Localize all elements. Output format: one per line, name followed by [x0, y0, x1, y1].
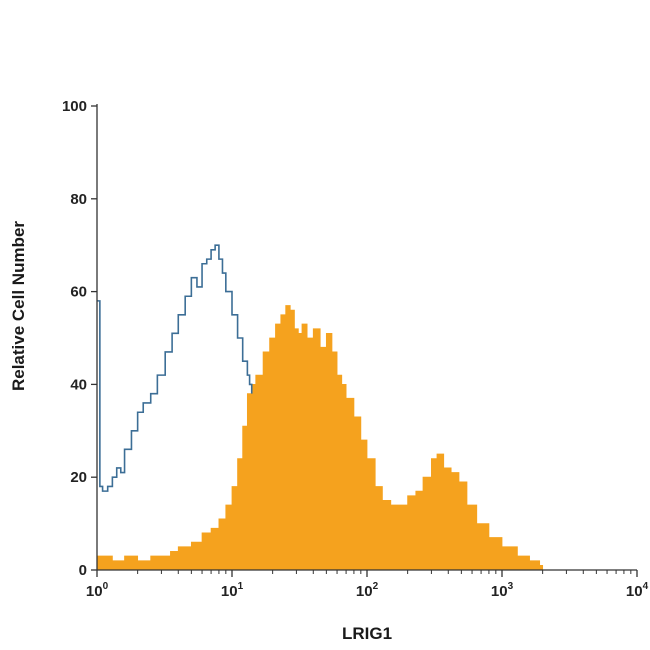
y-axis-title: Relative Cell Number — [9, 221, 28, 391]
y-tick-label: 0 — [79, 562, 87, 579]
x-tick-label: 103 — [491, 581, 514, 600]
y-tick-label: 40 — [70, 376, 87, 393]
x-tick-label: 104 — [626, 581, 649, 600]
x-axis-title: LRIG1 — [342, 624, 392, 643]
y-tick-label: 60 — [70, 284, 87, 301]
x-tick-label: 101 — [221, 581, 244, 600]
lrig1-stained-histogram — [96, 305, 544, 571]
plot-area — [96, 244, 544, 571]
y-tick-label: 20 — [70, 469, 87, 486]
x-tick-label: 102 — [356, 581, 379, 600]
y-tick-label: 80 — [70, 191, 87, 208]
y-tick-label: 100 — [62, 98, 87, 115]
axes: 0 20 40 60 80 100 100 101 102 103 104 — [62, 98, 649, 600]
isotype-control-histogram — [97, 244, 253, 492]
x-tick-label: 100 — [86, 581, 109, 600]
